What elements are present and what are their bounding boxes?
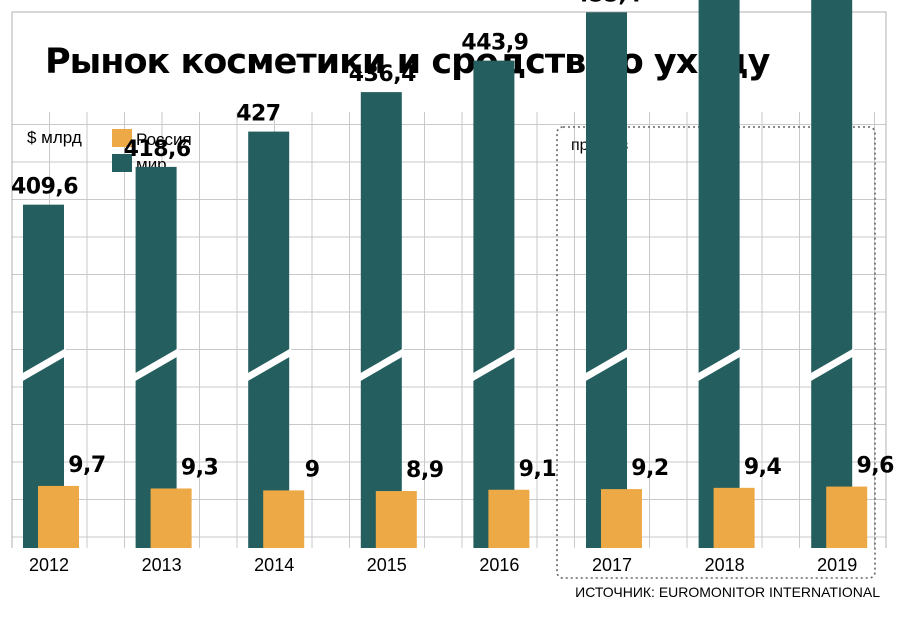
label-world-2014: 427 xyxy=(236,102,280,127)
bar-russia-2013 xyxy=(150,488,192,548)
tick-label-2013: 2013 xyxy=(142,555,182,575)
axis-break-2014 xyxy=(246,348,292,382)
bar-world-2016 xyxy=(473,60,515,549)
axis-break-2017 xyxy=(584,348,629,382)
label-russia-2019: 9,6 xyxy=(856,454,894,479)
label-russia-2012: 9,7 xyxy=(68,453,105,478)
bar-russia-2015 xyxy=(375,491,417,548)
tick-label-2016: 2016 xyxy=(479,555,519,575)
bar-russia-2014 xyxy=(263,490,305,548)
legend-label-russia: Россия xyxy=(136,130,192,149)
label-world-2012: 409,6 xyxy=(11,175,78,200)
bar-world-2018 xyxy=(698,0,740,548)
axis-break-2015 xyxy=(358,348,404,382)
legend-swatch-russia xyxy=(112,129,132,147)
axis-break-2019 xyxy=(809,348,855,382)
label-russia-2015: 8,9 xyxy=(406,458,443,483)
label-russia-2018: 9,4 xyxy=(744,455,782,480)
bar-russia-2018 xyxy=(713,487,755,548)
title-background xyxy=(12,12,886,112)
unit-label: $ млрд xyxy=(27,128,82,147)
label-world-2016: 443,9 xyxy=(461,31,528,56)
bar-world-2015 xyxy=(360,92,402,549)
label-russia-2016: 9,1 xyxy=(519,457,556,482)
bar-russia-2019 xyxy=(826,486,868,548)
axis-break-2018 xyxy=(696,348,742,382)
tick-label-2012: 2012 xyxy=(29,555,69,575)
bar-russia-2016 xyxy=(488,489,530,548)
chart-frame xyxy=(11,11,887,548)
tick-label-2015: 2015 xyxy=(367,555,407,575)
bar-russia-2017 xyxy=(601,489,642,548)
bar-world-2019 xyxy=(811,0,853,548)
forecast-box xyxy=(556,126,876,579)
chart-title: Рынок косметики и средств по уходу xyxy=(45,42,771,82)
tick-label-2014: 2014 xyxy=(254,555,294,575)
label-world-2013: 418,6 xyxy=(124,137,191,162)
label-russia-2013: 9,3 xyxy=(181,455,218,480)
bar-world-2017 xyxy=(586,12,627,548)
label-russia-2014: 9 xyxy=(305,457,320,482)
tick-label-2017: 2017 xyxy=(592,555,632,575)
label-world-2015: 436,4 xyxy=(349,62,416,87)
bar-world-2014 xyxy=(248,131,290,548)
bar-russia-2012 xyxy=(38,485,79,548)
tick-label-2018: 2018 xyxy=(705,555,745,575)
legend-swatch-world xyxy=(112,154,132,172)
axis-break-2013 xyxy=(133,348,179,382)
tick-label-2019: 2019 xyxy=(817,555,857,575)
axis-break-2016 xyxy=(471,348,517,382)
axis-break-2012 xyxy=(21,348,66,382)
source-note: ИСТОЧНИК: EUROMONITOR INTERNATIONAL xyxy=(575,584,880,600)
label-world-2017: 455,4 xyxy=(574,0,641,7)
label-russia-2017: 9,2 xyxy=(631,456,668,481)
bars: 409,6 9,7 2012 418,6 9,3 2013 427 9 2014 436,4 8,9… xyxy=(11,0,895,575)
